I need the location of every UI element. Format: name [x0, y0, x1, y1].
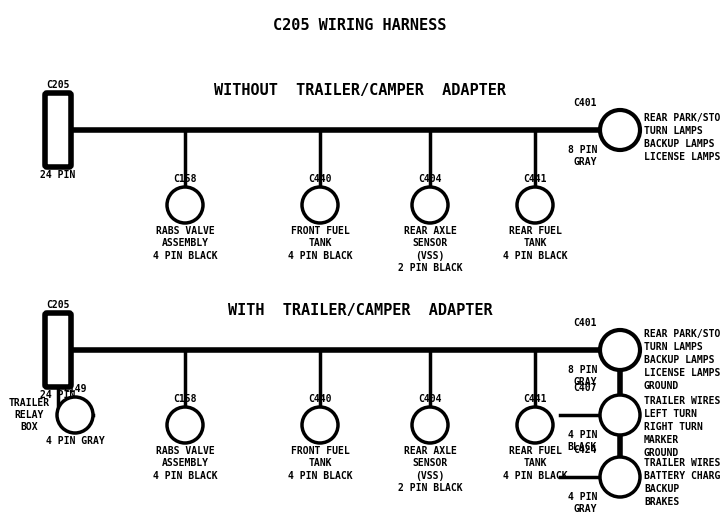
Text: BATTERY CHARGE: BATTERY CHARGE	[644, 471, 720, 481]
Text: TRAILER WIRES: TRAILER WIRES	[644, 458, 720, 468]
Text: RIGHT TURN: RIGHT TURN	[644, 422, 703, 432]
Text: C205: C205	[46, 80, 70, 90]
Text: REAR AXLE
SENSOR
(VSS)
2 PIN BLACK: REAR AXLE SENSOR (VSS) 2 PIN BLACK	[397, 226, 462, 273]
Circle shape	[57, 397, 93, 433]
Text: REAR PARK/STOP: REAR PARK/STOP	[644, 113, 720, 123]
Text: 4 PIN
BLACK: 4 PIN BLACK	[567, 430, 597, 452]
Circle shape	[517, 407, 553, 443]
Text: C205 WIRING HARNESS: C205 WIRING HARNESS	[274, 18, 446, 33]
Text: C205: C205	[46, 300, 70, 310]
Text: C158: C158	[174, 394, 197, 404]
Text: RABS VALVE
ASSEMBLY
4 PIN BLACK: RABS VALVE ASSEMBLY 4 PIN BLACK	[153, 446, 217, 481]
Text: 24 PIN: 24 PIN	[40, 390, 76, 400]
Text: C401: C401	[574, 98, 597, 108]
Circle shape	[600, 395, 640, 435]
Text: TRAILER
RELAY
BOX: TRAILER RELAY BOX	[9, 398, 50, 432]
Text: C407: C407	[574, 383, 597, 393]
Text: WITHOUT  TRAILER/CAMPER  ADAPTER: WITHOUT TRAILER/CAMPER ADAPTER	[214, 83, 506, 98]
Text: 8 PIN
GRAY: 8 PIN GRAY	[567, 365, 597, 387]
Text: C424: C424	[574, 445, 597, 455]
Text: C401: C401	[574, 318, 597, 328]
Text: 4 PIN GRAY: 4 PIN GRAY	[45, 436, 104, 446]
Text: 4 PIN
GRAY: 4 PIN GRAY	[567, 492, 597, 514]
Text: LICENSE LAMPS: LICENSE LAMPS	[644, 368, 720, 378]
Text: BACKUP LAMPS: BACKUP LAMPS	[644, 139, 714, 149]
Text: WITH  TRAILER/CAMPER  ADAPTER: WITH TRAILER/CAMPER ADAPTER	[228, 302, 492, 317]
Circle shape	[600, 110, 640, 150]
Text: C441: C441	[523, 174, 546, 184]
Text: GROUND: GROUND	[644, 448, 679, 458]
Text: BACKUP LAMPS: BACKUP LAMPS	[644, 355, 714, 365]
Text: REAR AXLE
SENSOR
(VSS)
2 PIN BLACK: REAR AXLE SENSOR (VSS) 2 PIN BLACK	[397, 446, 462, 493]
Text: MARKER: MARKER	[644, 435, 679, 445]
Text: C441: C441	[523, 394, 546, 404]
Circle shape	[302, 187, 338, 223]
Text: FRONT FUEL
TANK
4 PIN BLACK: FRONT FUEL TANK 4 PIN BLACK	[288, 226, 352, 261]
Text: LEFT TURN: LEFT TURN	[644, 409, 697, 419]
Text: 8 PIN
GRAY: 8 PIN GRAY	[567, 145, 597, 168]
Circle shape	[600, 330, 640, 370]
Circle shape	[167, 187, 203, 223]
Text: REAR PARK/STOP: REAR PARK/STOP	[644, 329, 720, 339]
Text: C158: C158	[174, 174, 197, 184]
Text: LICENSE LAMPS: LICENSE LAMPS	[644, 152, 720, 162]
Text: REAR FUEL
TANK
4 PIN BLACK: REAR FUEL TANK 4 PIN BLACK	[503, 226, 567, 261]
Text: BRAKES: BRAKES	[644, 497, 679, 507]
Text: C440: C440	[308, 394, 332, 404]
Text: C149: C149	[63, 384, 86, 394]
Text: C404: C404	[418, 394, 442, 404]
Text: 24 PIN: 24 PIN	[40, 170, 76, 180]
Text: FRONT FUEL
TANK
4 PIN BLACK: FRONT FUEL TANK 4 PIN BLACK	[288, 446, 352, 481]
Circle shape	[517, 187, 553, 223]
Text: TURN LAMPS: TURN LAMPS	[644, 342, 703, 352]
Circle shape	[167, 407, 203, 443]
FancyBboxPatch shape	[45, 93, 71, 167]
Text: GROUND: GROUND	[644, 381, 679, 391]
Text: REAR FUEL
TANK
4 PIN BLACK: REAR FUEL TANK 4 PIN BLACK	[503, 446, 567, 481]
Circle shape	[412, 407, 448, 443]
Text: BACKUP: BACKUP	[644, 484, 679, 494]
Circle shape	[412, 187, 448, 223]
Text: C440: C440	[308, 174, 332, 184]
FancyBboxPatch shape	[45, 313, 71, 387]
Text: TRAILER WIRES: TRAILER WIRES	[644, 396, 720, 406]
Text: C404: C404	[418, 174, 442, 184]
Text: TURN LAMPS: TURN LAMPS	[644, 126, 703, 136]
Text: RABS VALVE
ASSEMBLY
4 PIN BLACK: RABS VALVE ASSEMBLY 4 PIN BLACK	[153, 226, 217, 261]
Circle shape	[302, 407, 338, 443]
Circle shape	[600, 457, 640, 497]
